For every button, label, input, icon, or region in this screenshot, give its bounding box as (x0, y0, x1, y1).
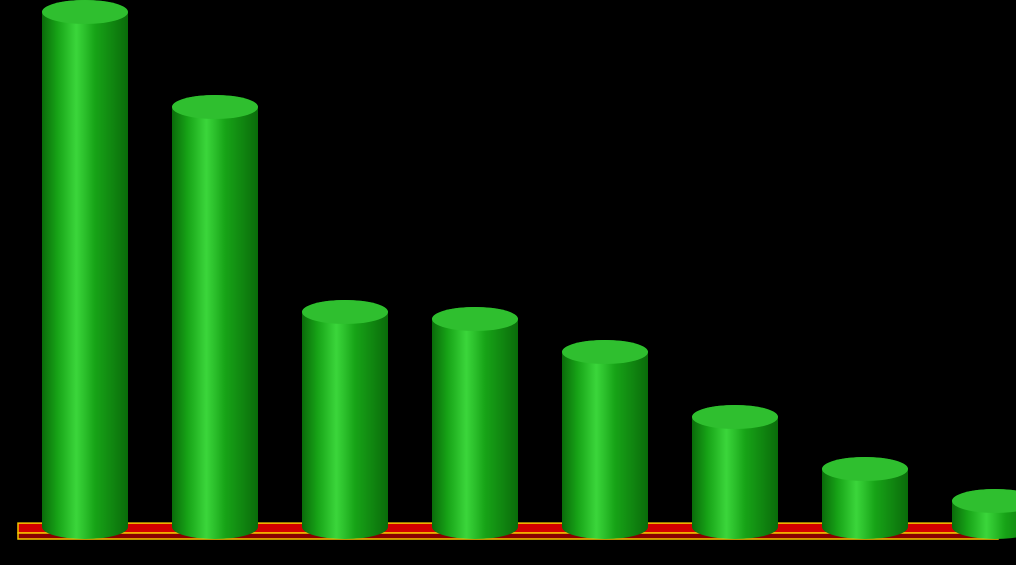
bar-3 (302, 300, 388, 527)
bar-7 (822, 457, 908, 527)
bar-4 (432, 307, 518, 527)
bar-8 (952, 489, 1016, 527)
bar-2 (172, 95, 258, 527)
bar-1 (42, 0, 128, 527)
cylinder-bar-chart (0, 0, 1016, 565)
bar-5 (562, 340, 648, 527)
bar-6 (692, 405, 778, 527)
